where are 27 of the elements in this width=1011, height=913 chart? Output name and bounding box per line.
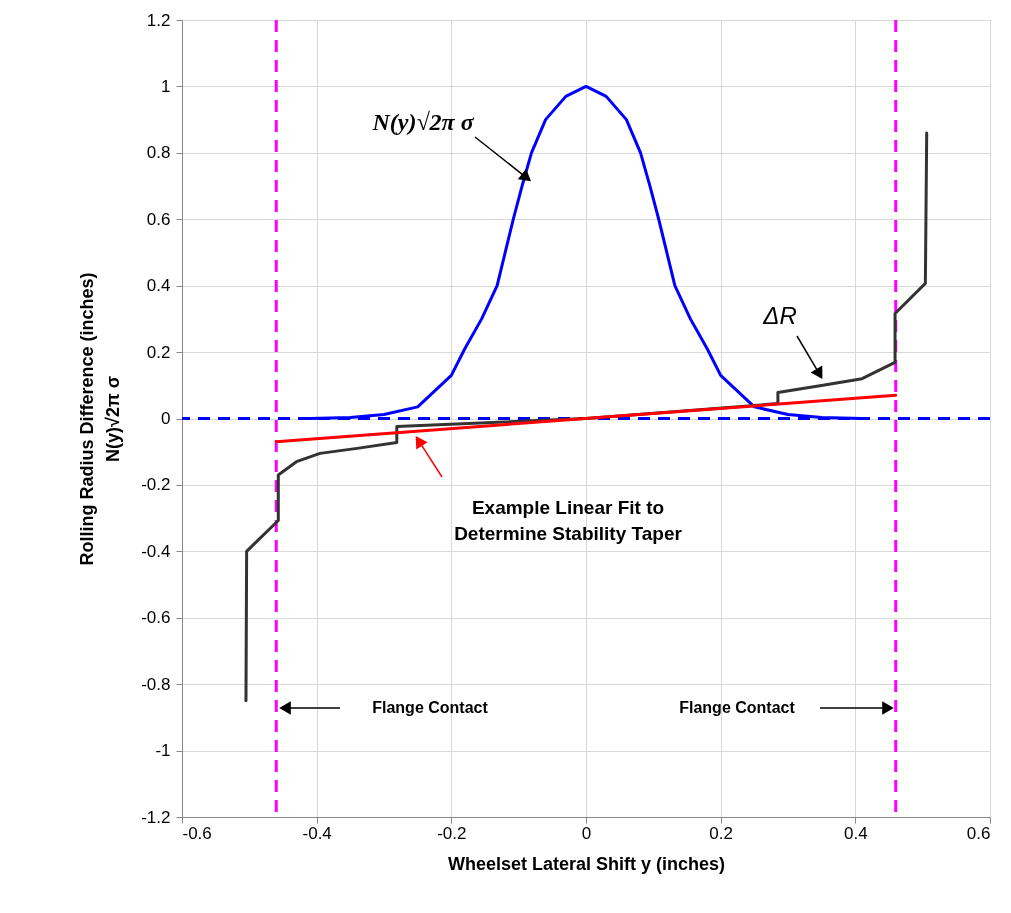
y-tick-label: 1.2 bbox=[146, 10, 171, 30]
annotation: N(y)√2π σ bbox=[371, 109, 475, 135]
annotation: Example Linear Fit to Determine Stability Taper bbox=[454, 496, 683, 545]
annotation: Flange Contact bbox=[372, 699, 489, 716]
x-axis-title: Wheelset Lateral Shift y (inches) bbox=[447, 853, 726, 874]
y-tick-label: -1 bbox=[155, 741, 171, 761]
y-tick-label: 1 bbox=[161, 76, 171, 96]
x-tick-label: 0.2 bbox=[709, 823, 733, 843]
y-tick-label: -0.8 bbox=[141, 674, 171, 694]
y-tick-label: 0.2 bbox=[146, 342, 171, 362]
x-tick-label: 0.6 bbox=[966, 823, 991, 843]
y-axis-title: Rolling Radius Difference (inches) N(y)√2π σ bbox=[77, 272, 124, 566]
x-tick-label: 0 bbox=[581, 823, 592, 843]
y-tick-label: -0.4 bbox=[141, 541, 171, 561]
y-tick-label: -0.6 bbox=[141, 608, 171, 628]
x-tick-label: -0.6 bbox=[182, 823, 212, 843]
y-tick-label: 0.6 bbox=[146, 209, 171, 229]
y-tick-label: 0.8 bbox=[146, 143, 171, 163]
annotation: Flange Contact bbox=[679, 699, 796, 716]
y-tick-label: 0.4 bbox=[146, 276, 171, 296]
y-tick-label: -0.2 bbox=[141, 475, 171, 495]
y-tick-label: -1.2 bbox=[141, 807, 171, 827]
x-tick-label: 0.4 bbox=[844, 823, 868, 843]
x-tick-label: -0.4 bbox=[302, 823, 332, 843]
annotation: ΔR bbox=[762, 302, 797, 329]
x-tick-label: -0.2 bbox=[437, 823, 467, 843]
y-tick-label: 0 bbox=[161, 409, 171, 428]
